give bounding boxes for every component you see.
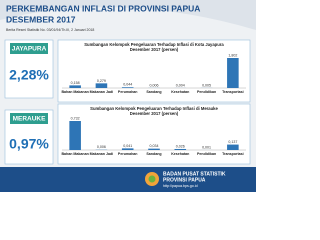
value-label: 0,006 [97, 145, 106, 149]
x-tick-label: Pendidikan [197, 152, 216, 156]
city-name: JAYAPURA [12, 46, 47, 53]
bar [227, 144, 239, 150]
chart-subtitle: Desember 2017 (persen) [130, 111, 179, 116]
title: PERKEMBANGAN INFLASI DI PROVINSI PAPUA [6, 3, 200, 13]
bar [174, 148, 187, 150]
value-label: 0,004 [176, 83, 185, 87]
x-tick-label: Makanan Jadi [90, 90, 114, 94]
value-label: 0,137 [228, 140, 237, 144]
city-label-box [10, 113, 48, 124]
value-label: 0,005 [202, 83, 211, 87]
footer-org: PROVINSI PAPUA [163, 177, 206, 183]
value-label: 0,044 [123, 83, 132, 87]
note: Berita Resmi Statistik No. 03/01/94/Th.I… [6, 28, 94, 32]
footer-org: BADAN PUSAT STATISTIK [163, 171, 226, 177]
value-label: 0,732 [71, 116, 80, 120]
city-label-box [10, 43, 48, 54]
bar [227, 58, 239, 88]
x-tick-label: Sandang [146, 152, 161, 156]
infographic: PERKEMBANGAN INFLASI DI PROVINSI PAPUA D… [0, 0, 256, 192]
chart-title: Sumbangan Kelompok Pengeluaran Terhadap … [84, 42, 224, 47]
subtitle: DESEMBER 2017 [6, 14, 76, 24]
x-tick-label: Sandang [146, 90, 161, 94]
x-tick-label: Transportasi [222, 152, 244, 156]
x-tick-label: Kesehatan [171, 90, 189, 94]
bar [95, 83, 108, 88]
value-label: 0,158 [71, 81, 80, 85]
value-label: 0,026 [176, 144, 185, 148]
bar [69, 85, 81, 88]
x-tick-label: Pendidikan [197, 90, 216, 94]
logo [148, 175, 156, 183]
x-tick-label: Transportasi [222, 90, 244, 94]
footer-url: http://papua.bps.go.id [163, 184, 198, 188]
swoosh [0, 0, 256, 30]
x-tick-label: Bahan Makanan [61, 90, 88, 94]
chart-panel [57, 103, 251, 165]
city-inflation: 2,28% [9, 67, 49, 83]
x-tick-label: Makanan Jadi [90, 152, 114, 156]
chart-subtitle: Desember 2017 (persen) [130, 47, 179, 52]
value-label: 0,041 [123, 144, 132, 148]
bar [121, 87, 134, 88]
chart-title: Sumbangan Kelompok Pengeluaran Terhadap … [90, 106, 218, 111]
bar [121, 148, 134, 150]
x-tick-label: Perumahan [118, 152, 138, 156]
bar [69, 121, 81, 150]
footer-bar [0, 167, 256, 192]
city-inflation: 0,97% [9, 136, 49, 152]
x-tick-label: Perumahan [118, 90, 138, 94]
x-tick-label: Bahan Makanan [61, 152, 88, 156]
value-label: 0,006 [150, 83, 159, 87]
chart-panel [57, 39, 251, 103]
value-label: 1,802 [228, 53, 237, 57]
value-label: 0,279 [97, 79, 106, 83]
city-name: MERAUKE [13, 116, 47, 123]
x-tick-label: Kesehatan [171, 152, 189, 156]
bar [148, 148, 160, 150]
value-label: 0,034 [150, 144, 159, 148]
value-label: 0,001 [202, 145, 211, 149]
